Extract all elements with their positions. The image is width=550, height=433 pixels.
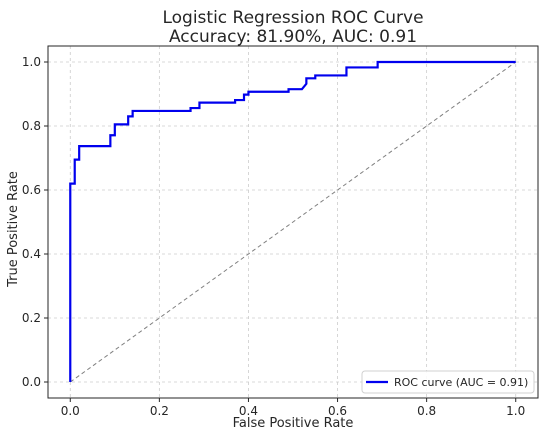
chance-line	[69, 61, 517, 383]
legend-label: ROC curve (AUC = 0.91)	[394, 376, 528, 389]
chance-diagonal-line	[69, 61, 517, 383]
y-tick-label: 0.8	[22, 119, 41, 133]
plot-frame	[47, 45, 539, 399]
roc-curve	[69, 60, 516, 382]
y-tick-label: 0.6	[22, 183, 41, 197]
axis-ticks: 0.0 0.2 0.4 0.6 0.8 1.0 0.0 0.2 0.4 0.6 0.8 1.0	[22, 55, 525, 418]
x-tick-label: 0.8	[417, 404, 436, 418]
roc-curve-line	[69, 60, 516, 382]
y-axis-label: True Positive Rate	[6, 171, 21, 288]
legend: ROC curve (AUC = 0.91)	[361, 370, 535, 394]
chart-title-line1: Logistic Regression ROC Curve	[162, 8, 423, 28]
x-axis-label: False Positive Rate	[233, 416, 354, 431]
x-tick-label: 0.6	[328, 404, 347, 418]
x-tick-label: 0.2	[150, 404, 169, 418]
y-tick-label: 0.4	[22, 247, 41, 261]
chart-title-line2: Accuracy: 81.90%, AUC: 0.91	[169, 27, 417, 47]
x-tick-label: 0.4	[239, 404, 258, 418]
y-tick-label: 0.2	[22, 311, 41, 325]
x-tick-label: 1.0	[506, 404, 525, 418]
y-tick-label: 1.0	[22, 55, 41, 69]
x-tick-label: 0.0	[61, 404, 80, 418]
y-tick-label: 0.0	[22, 375, 41, 389]
legend-box	[361, 370, 535, 394]
